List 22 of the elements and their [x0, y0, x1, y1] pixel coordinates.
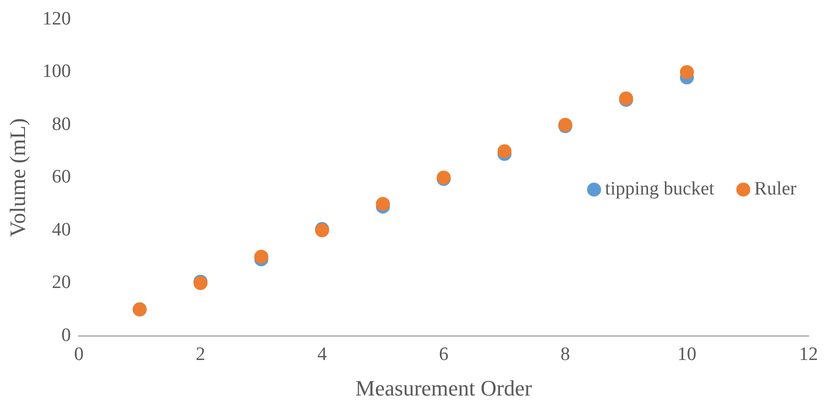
legend-label: tipping bucket: [605, 178, 716, 200]
y-axis-title: Volume (mL): [4, 118, 30, 237]
y-tick-label: 60: [52, 166, 71, 188]
y-tick-label: 40: [52, 219, 71, 240]
legend-label: Ruler: [754, 178, 798, 200]
x-tick-label: 6: [438, 344, 448, 366]
x-tick-label: 2: [196, 344, 206, 366]
x-tick-label: 12: [799, 344, 818, 366]
point: [680, 65, 694, 80]
y-tick-label: 120: [42, 8, 71, 30]
point: [376, 196, 390, 211]
y-tick-label: 100: [42, 61, 71, 82]
y-tick-label: 0: [61, 324, 71, 346]
point: [498, 144, 512, 158]
x-tick-label: 8: [560, 344, 570, 366]
x-tick-label: 4: [317, 344, 328, 366]
x-tick-label: 10: [677, 344, 696, 366]
y-tick-label: 80: [52, 114, 71, 135]
x-axis-title: Measurement Order: [355, 376, 533, 401]
point: [254, 250, 268, 264]
x-tick-label: 0: [74, 344, 84, 366]
y-tick-label: 20: [52, 272, 71, 294]
